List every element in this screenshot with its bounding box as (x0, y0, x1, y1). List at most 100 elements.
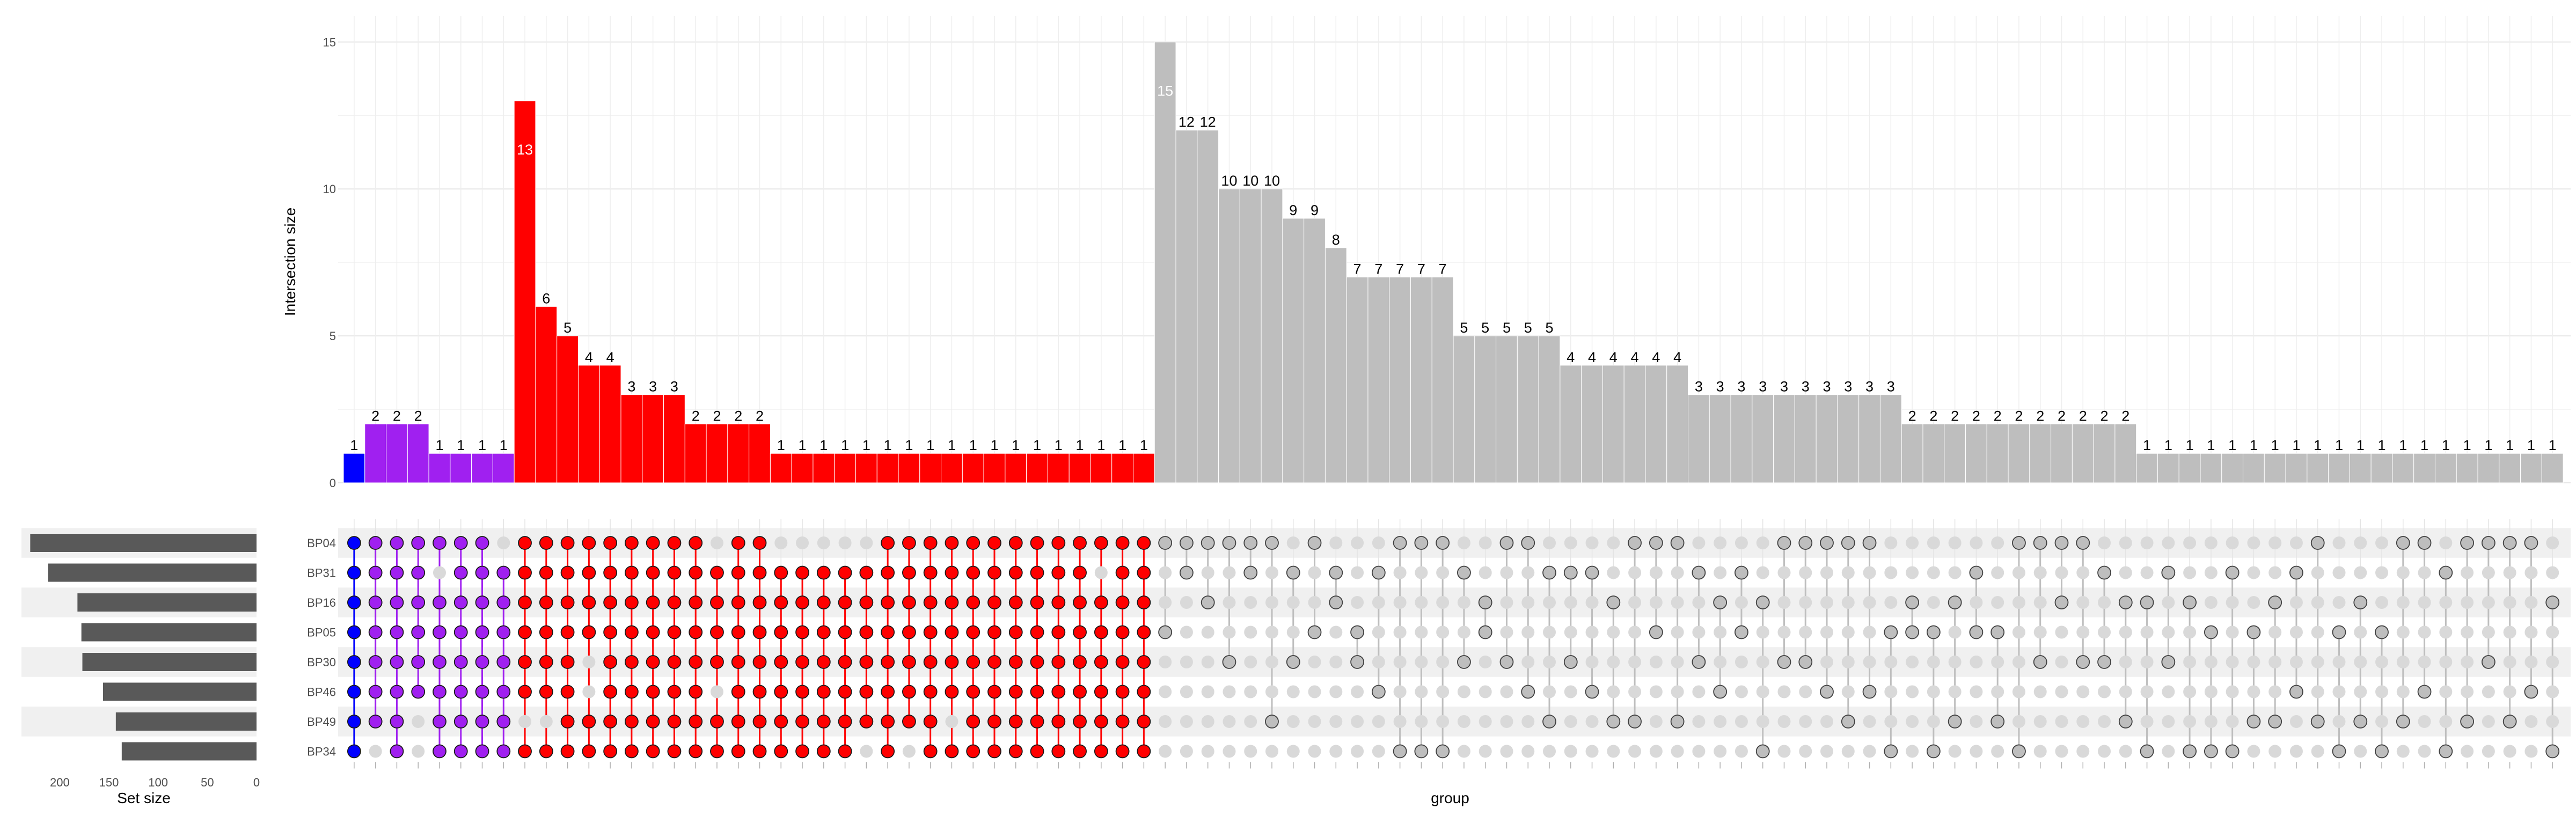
set-name-label: BP04 (307, 536, 336, 550)
bar-value-label: 1 (1076, 437, 1084, 453)
matrix-dot (945, 536, 959, 550)
matrix-dot-empty (1714, 566, 1727, 579)
matrix-dot (582, 744, 596, 759)
matrix-dot (1243, 565, 1258, 580)
matrix-dot-empty (1884, 715, 1898, 728)
matrix-dot-empty (1735, 596, 1748, 609)
matrix-dot (1628, 715, 1642, 729)
matrix-dot (752, 565, 767, 580)
matrix-dot (966, 744, 980, 759)
matrix-dot (667, 744, 682, 759)
matrix-dot (1478, 625, 1492, 639)
intersection-bar (1986, 423, 2009, 483)
matrix-dot (411, 685, 426, 699)
bar-value-label: 1 (777, 437, 785, 453)
y-axis-title: Intersection size (282, 208, 298, 316)
matrix-dot (582, 595, 596, 609)
matrix-dot (1798, 536, 1813, 550)
matrix-dot (1051, 565, 1066, 580)
matrix-dot (582, 565, 596, 580)
matrix-dot (1008, 715, 1023, 729)
matrix-dot (2310, 715, 2325, 729)
matrix-dot (1222, 536, 1236, 550)
matrix-dot-empty (1329, 626, 1343, 639)
bar-value-label: 2 (692, 408, 700, 424)
bar-value-label: 3 (1887, 379, 1895, 395)
bar-value-label: 2 (414, 408, 422, 424)
matrix-dot-empty (2311, 745, 2324, 758)
matrix-dot (731, 625, 745, 639)
intersection-bar (620, 394, 643, 483)
matrix-dot-empty (2162, 685, 2175, 698)
matrix-dot-empty (2546, 685, 2559, 698)
y-tick-label: 5 (330, 329, 336, 343)
intersection-bar (1111, 453, 1133, 483)
intersection-bar (1688, 394, 1710, 483)
intersection-bar (2136, 453, 2158, 483)
matrix-dot (731, 595, 745, 609)
matrix-dot (923, 625, 938, 639)
matrix-dot-empty (1265, 566, 1278, 579)
matrix-dot-empty (1159, 566, 1172, 579)
set-name-label: BP30 (307, 656, 336, 669)
matrix-dot (1521, 536, 1535, 550)
matrix-dot-empty (1863, 656, 1876, 668)
matrix-dot-empty (2119, 656, 2132, 668)
matrix-dot-empty (2289, 656, 2303, 668)
matrix-dot (390, 565, 404, 580)
intersection-bar (727, 423, 750, 483)
matrix-dot (987, 685, 1001, 699)
bar-value-label: 1 (1055, 437, 1063, 453)
matrix-dot-empty (497, 536, 510, 549)
bar-value-label: 1 (2549, 437, 2557, 453)
bar-value-label: 1 (457, 437, 465, 453)
matrix-dot (945, 744, 959, 759)
matrix-dot-empty (1223, 745, 1236, 758)
matrix-dot-empty (2033, 596, 2047, 609)
matrix-dot (1008, 655, 1023, 669)
set-name-label: BP31 (307, 566, 336, 580)
bar-value-label: 3 (1865, 379, 1874, 395)
intersection-bar (2392, 453, 2414, 483)
matrix-dot (1265, 715, 1279, 729)
matrix-dot (2183, 595, 2197, 609)
matrix-dot-empty (1244, 745, 1257, 758)
matrix-dot-empty (2268, 566, 2282, 579)
matrix-dot (1030, 685, 1044, 699)
matrix-dot-empty (2482, 745, 2495, 758)
matrix-dot-empty (1286, 596, 1300, 609)
matrix-dot-empty (1671, 626, 1684, 639)
intersection-bar (749, 423, 771, 483)
matrix-dot-empty (2268, 656, 2282, 668)
matrix-dot (347, 536, 361, 550)
matrix-dot (859, 625, 874, 639)
matrix-dot-empty (1841, 656, 1855, 668)
intersection-bar (2477, 453, 2500, 483)
bar-value-label: 1 (905, 437, 913, 453)
matrix-dot-empty (1735, 536, 1748, 549)
matrix-dot-empty (1671, 685, 1684, 698)
matrix-dot-empty (1692, 715, 1706, 728)
matrix-dot-empty (2439, 715, 2453, 728)
matrix-dot-empty (1649, 656, 1663, 668)
matrix-dot-empty (796, 536, 809, 549)
matrix-dot (2246, 625, 2261, 639)
matrix-dot (347, 715, 361, 729)
matrix-dot-empty (2418, 715, 2431, 728)
matrix-dot-empty (2482, 566, 2495, 579)
intersection-bar (1282, 218, 1305, 483)
set-name-label: BP34 (307, 745, 336, 759)
matrix-dot-empty (1329, 685, 1343, 698)
matrix-dot-empty (518, 715, 532, 728)
matrix-dot-empty (2076, 596, 2090, 609)
matrix-dot (1008, 595, 1023, 609)
matrix-dot (560, 715, 575, 729)
matrix-dot-empty (1884, 656, 1898, 668)
matrix-dot-empty (1585, 656, 1599, 668)
matrix-dot (496, 625, 511, 639)
matrix-dot (795, 685, 809, 699)
matrix-dot (496, 685, 511, 699)
matrix-dot-empty (1906, 566, 1919, 579)
matrix-dot (347, 625, 361, 639)
matrix-dot-empty (2418, 626, 2431, 639)
